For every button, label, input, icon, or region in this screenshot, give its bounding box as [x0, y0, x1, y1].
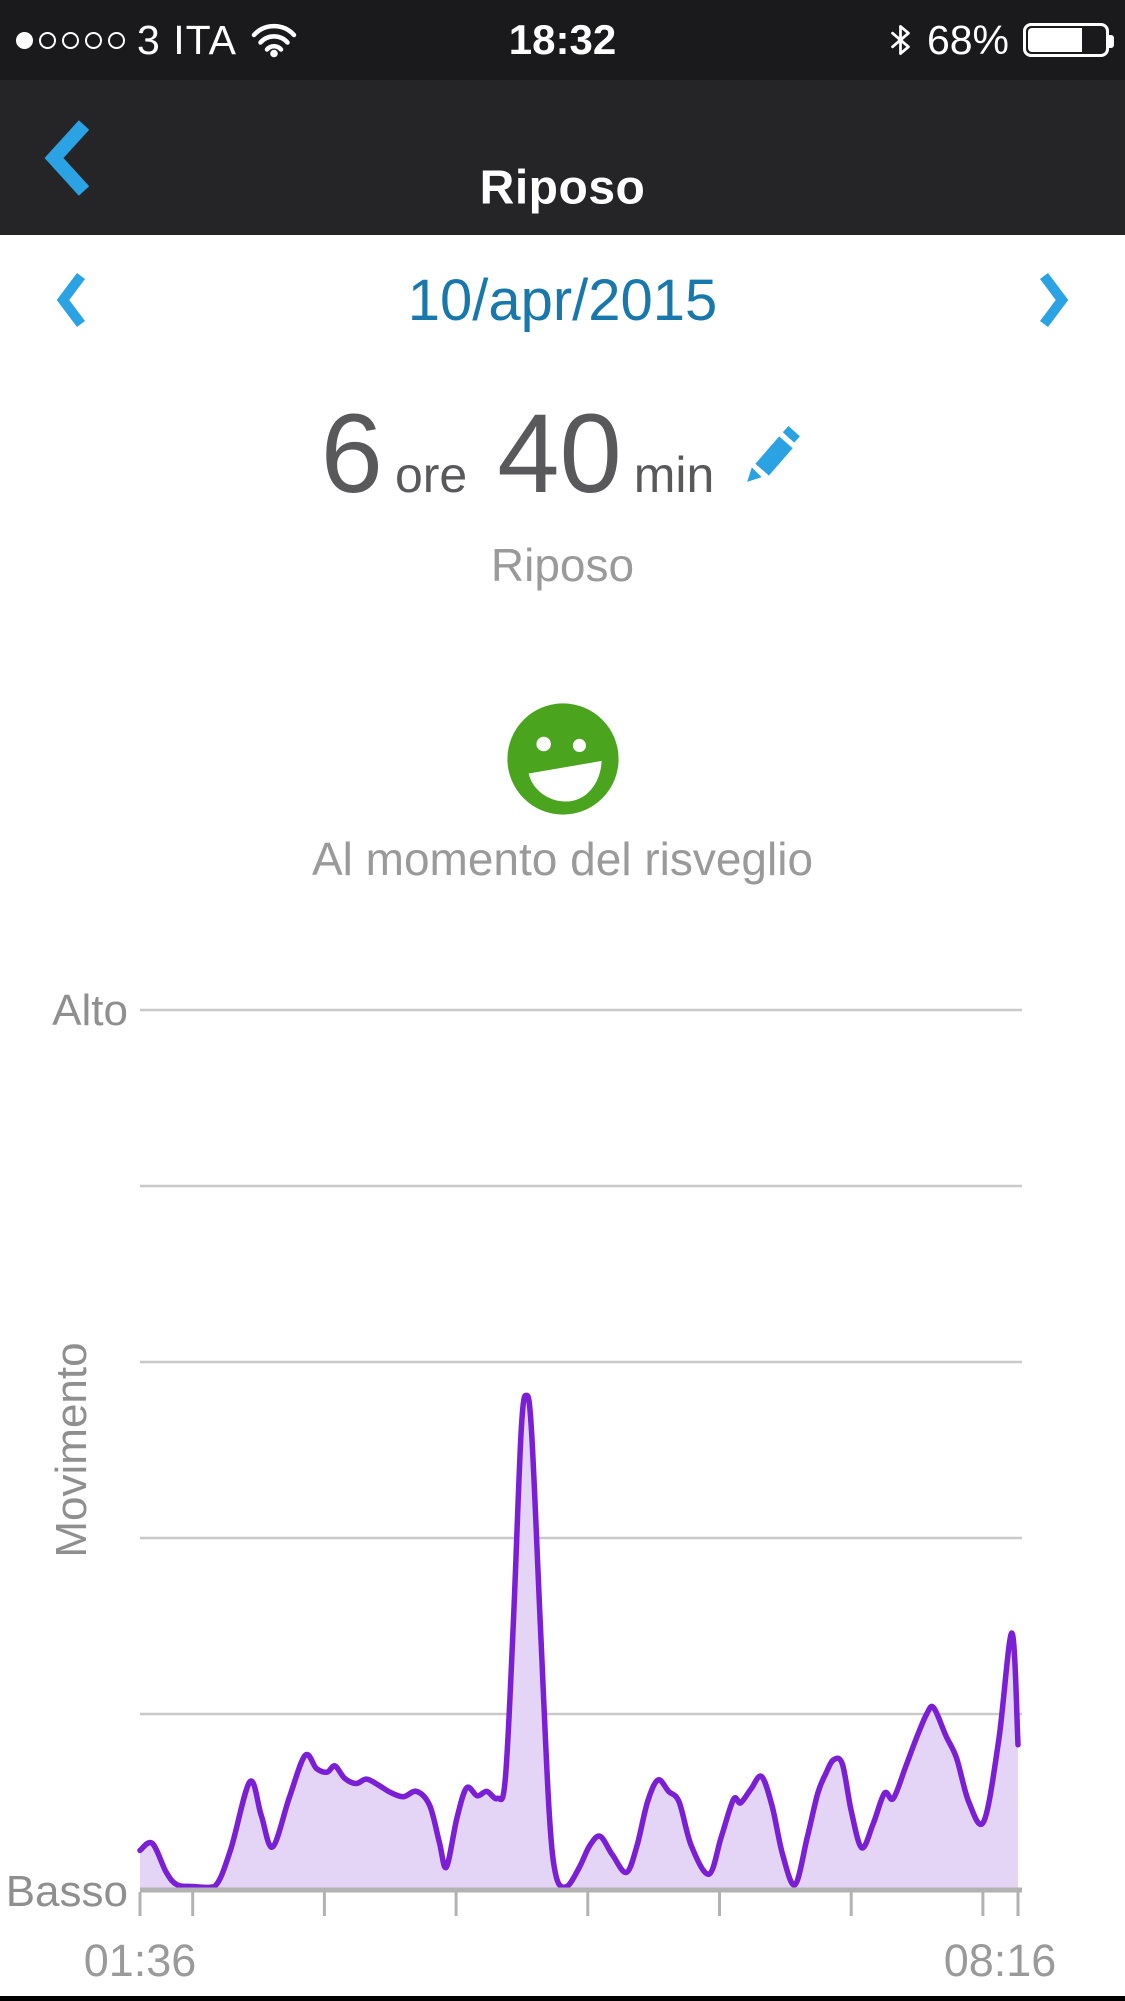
battery-nub: [1109, 35, 1114, 48]
movement-chart: Alto Movimento Basso 01:36 08:16: [6, 986, 1057, 1986]
mood-happy-icon: [506, 703, 619, 815]
sleep-minutes-unit: min: [633, 447, 715, 503]
sleep-hours-value: 6: [320, 391, 383, 516]
date-navigator: 10/apr/2015: [0, 250, 1125, 350]
sleep-duration-label: Riposo: [490, 539, 635, 591]
next-day-button[interactable]: [1035, 271, 1073, 329]
x-axis-label-end: 08:16: [944, 1935, 1057, 1986]
nav-bar: Riposo: [0, 80, 1125, 235]
bottom-edge-bar: [0, 1996, 1125, 2001]
date-label: 10/apr/2015: [407, 267, 718, 333]
carrier-label: 3 ITA: [137, 16, 237, 63]
mood-indicator: [0, 700, 1125, 818]
y-axis-label-alto: Alto: [52, 986, 128, 1035]
status-bar: 3 ITA 18:32 68%: [0, 0, 1125, 80]
sleep-duration: 6 ore 40 min: [0, 398, 1125, 510]
previous-day-button[interactable]: [52, 271, 90, 329]
chart-canvas: [137, 1008, 1022, 1916]
wifi-icon: [251, 23, 297, 58]
signal-strength-icon: [16, 31, 125, 49]
status-right: 68%: [888, 16, 1114, 64]
wake-mood-caption: Al momento del risveglio: [311, 833, 814, 885]
y-axis-label-movimento: Movimento: [47, 1342, 96, 1557]
edit-sleep-button[interactable]: [742, 424, 804, 488]
battery-fill: [1028, 28, 1082, 52]
pencil-icon: [747, 426, 801, 482]
x-axis-label-start: 01:36: [84, 1935, 197, 1986]
y-axis-label-basso: Basso: [6, 1867, 128, 1916]
movement-area: [140, 1395, 1018, 1890]
status-left: 3 ITA: [16, 17, 297, 64]
page-title: Riposo: [479, 160, 646, 214]
sleep-minutes-value: 40: [497, 391, 622, 516]
clock-label: 18:32: [508, 16, 617, 63]
movement-line: [137, 1392, 1021, 1891]
battery-icon: [1023, 23, 1114, 57]
battery-percent-label: 68%: [926, 16, 1009, 63]
bluetooth-icon: [891, 25, 910, 56]
back-button[interactable]: [36, 118, 98, 198]
sleep-hours-unit: ore: [394, 447, 468, 503]
